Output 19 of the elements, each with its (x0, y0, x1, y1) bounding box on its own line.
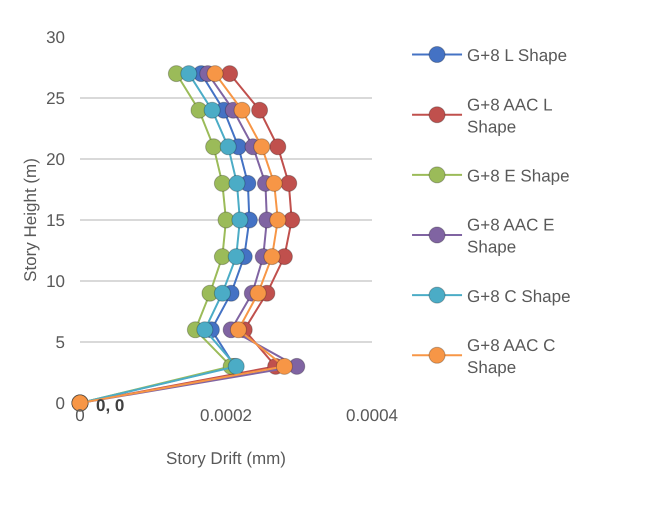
legend-label: G+8 E Shape (467, 166, 570, 186)
y-tick-label: 5 (56, 332, 65, 352)
y-tick-label: 25 (46, 88, 65, 108)
legend-label: G+8 AAC L Shape (467, 95, 553, 136)
legend-label: G+8 AAC E Shape (467, 216, 554, 257)
y-tick-label: 0 (56, 394, 65, 413)
legend-label: G+8 AAC C Shape (467, 336, 556, 377)
x-tick-label: 0.0004 (346, 406, 398, 425)
annotation: 0, 0 (96, 396, 124, 415)
x-axis-title: Story Drift (mm) (166, 449, 286, 468)
y-tick-label: 20 (46, 150, 65, 169)
x-tick-label: 0.0002 (200, 406, 252, 425)
legend-label: G+8 L Shape (467, 46, 568, 66)
y-tick-label: 10 (46, 272, 65, 291)
x-tick-label: 0 (75, 406, 85, 425)
y-tick-label: 30 (46, 28, 65, 47)
y-tick-label: 15 (46, 210, 65, 230)
legend-label: G+8 C Shape (467, 286, 571, 306)
y-axis-title: Story Height (m) (21, 158, 40, 282)
